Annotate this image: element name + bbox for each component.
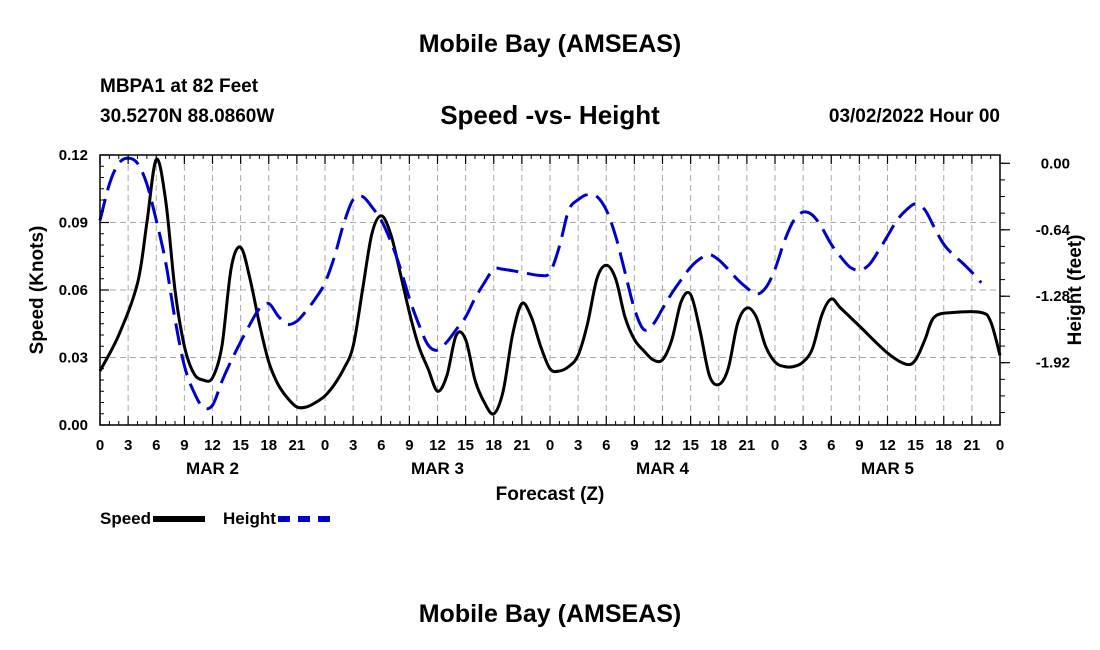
x-tick-label: 18 bbox=[485, 437, 502, 454]
x-tick-label: 12 bbox=[654, 437, 671, 454]
x-tick-label: 9 bbox=[180, 437, 188, 454]
x-tick-label: 18 bbox=[710, 437, 727, 454]
forecast-datetime: 03/02/2022 Hour 00 bbox=[828, 106, 1000, 127]
x-axis-title: Forecast (Z) bbox=[496, 484, 605, 505]
x-tick-label: 18 bbox=[935, 437, 952, 454]
y2-tick-label: -0.64 bbox=[1036, 222, 1071, 239]
x-tick-label: 18 bbox=[260, 437, 277, 454]
legend-label-speed: Speed bbox=[100, 509, 152, 528]
x-tick-label: 3 bbox=[799, 437, 807, 454]
x-tick-label: 9 bbox=[855, 437, 863, 454]
x-tick-label: 6 bbox=[602, 437, 610, 454]
x-tick-label: 3 bbox=[349, 437, 357, 454]
y-tick-label: 0.12 bbox=[59, 147, 88, 164]
x-tick-label: 9 bbox=[405, 437, 413, 454]
legend-item-height: Height bbox=[223, 509, 330, 529]
x-tick-label: 15 bbox=[907, 437, 924, 454]
x-tick-label: 12 bbox=[429, 437, 446, 454]
y-tick-label: 0.09 bbox=[59, 215, 88, 232]
day-label: MAR 3 bbox=[411, 459, 464, 478]
x-tick-label: 15 bbox=[457, 437, 474, 454]
x-tick-label: 12 bbox=[204, 437, 221, 454]
legend: Speed Height bbox=[100, 509, 348, 529]
x-tick-label: 6 bbox=[827, 437, 835, 454]
x-tick-label: 21 bbox=[514, 437, 531, 454]
x-tick-label: 12 bbox=[879, 437, 896, 454]
series-line-height bbox=[98, 156, 983, 411]
legend-label-height: Height bbox=[223, 509, 276, 528]
x-tick-label: 0 bbox=[996, 437, 1004, 454]
x-tick-label: 21 bbox=[289, 437, 306, 454]
x-tick-label: 6 bbox=[152, 437, 160, 454]
series-line-speed bbox=[98, 157, 1002, 416]
chart-main-title: Mobile Bay (AMSEAS) bbox=[418, 30, 682, 58]
y-tick-label: 0.06 bbox=[59, 282, 88, 299]
y-tick-label: 0.00 bbox=[59, 417, 88, 434]
x-tick-label: 15 bbox=[232, 437, 249, 454]
day-label: MAR 2 bbox=[186, 459, 239, 478]
chart-subtitle: Speed -vs- Height bbox=[440, 100, 660, 130]
second-chart-title: Mobile Bay (AMSEAS) bbox=[418, 600, 682, 628]
x-tick-label: 21 bbox=[964, 437, 981, 454]
x-tick-label: 0 bbox=[771, 437, 779, 454]
y2-tick-label: -1.28 bbox=[1036, 288, 1070, 305]
station-label: MBPA1 at 82 Feet bbox=[100, 76, 259, 97]
legend-item-speed: Speed bbox=[100, 509, 206, 529]
x-tick-label: 15 bbox=[682, 437, 699, 454]
y2-tick-label: 0.00 bbox=[1041, 155, 1070, 172]
y-tick-label: 0.03 bbox=[59, 350, 88, 367]
x-tick-label: 0 bbox=[96, 437, 104, 454]
x-tick-label: 0 bbox=[546, 437, 554, 454]
day-label: MAR 4 bbox=[636, 459, 689, 478]
x-tick-label: 9 bbox=[630, 437, 638, 454]
day-label: MAR 5 bbox=[861, 459, 914, 478]
series-layer bbox=[98, 156, 1002, 416]
y-axis-title: Speed (Knots) bbox=[27, 226, 48, 355]
x-tick-label: 6 bbox=[377, 437, 385, 454]
station-coordinates: 30.5270N 88.0860W bbox=[100, 106, 275, 127]
axis-layer: 0 3 6 9 12 15 18 21 0 3 6 9 12 15 18 21 0 3 6 9 12 15 18 21 0 3 6 9… bbox=[27, 147, 1086, 505]
grid-layer bbox=[100, 155, 1000, 425]
x-tick-label: 3 bbox=[124, 437, 132, 454]
y2-axis-title: Height (feet) bbox=[1065, 235, 1086, 346]
legend-swatch-speed bbox=[153, 516, 206, 522]
x-tick-label: 0 bbox=[321, 437, 329, 454]
legend-swatch-height bbox=[277, 516, 330, 522]
x-tick-label: 3 bbox=[574, 437, 582, 454]
y2-tick-label: -1.92 bbox=[1036, 355, 1070, 372]
x-tick-label: 21 bbox=[739, 437, 756, 454]
